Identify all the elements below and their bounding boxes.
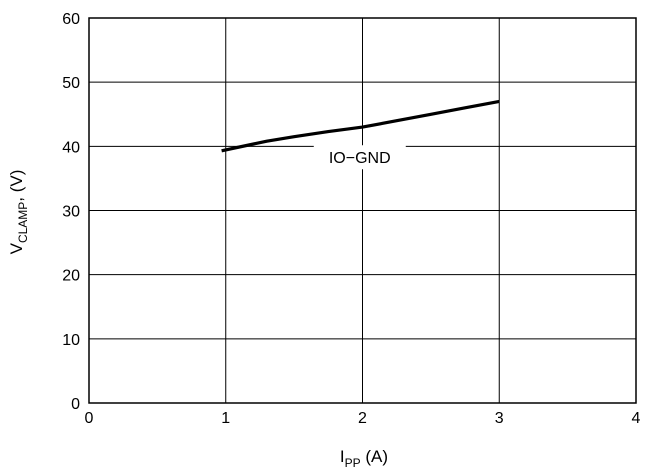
y-tick-label: 60 bbox=[62, 11, 80, 28]
x-tick-label: 1 bbox=[221, 410, 230, 427]
x-tick-label: 0 bbox=[85, 410, 94, 427]
y-axis-label-main: V bbox=[7, 242, 26, 254]
y-tick-labels: 0 10 20 30 40 50 60 bbox=[62, 11, 80, 413]
y-tick-label: 40 bbox=[62, 139, 80, 156]
x-tick-label: 4 bbox=[632, 410, 641, 427]
series-group bbox=[221, 99, 500, 153]
y-axis-label-unit: , (V) bbox=[7, 170, 26, 202]
y-tick-label: 0 bbox=[71, 396, 80, 413]
x-axis-label: IPP (A) bbox=[340, 447, 388, 470]
x-axis-label-sub: PP bbox=[345, 456, 361, 470]
y-tick-label: 20 bbox=[62, 268, 80, 285]
y-tick-label: 10 bbox=[62, 332, 80, 349]
x-tick-label: 3 bbox=[495, 410, 504, 427]
y-axis-label: VCLAMP, (V) bbox=[7, 170, 30, 255]
plot-frame bbox=[88, 17, 637, 404]
x-axis-label-unit: (A) bbox=[361, 447, 388, 466]
series-annotation-label: IO−GND bbox=[329, 150, 391, 167]
x-tick-labels: 0 1 2 3 4 bbox=[85, 410, 641, 427]
y-axis-label-sub: CLAMP bbox=[16, 202, 30, 243]
annotation-background bbox=[313, 145, 406, 170]
series-line bbox=[221, 99, 500, 153]
grid bbox=[89, 18, 636, 403]
annotations: IO−GND bbox=[313, 145, 406, 170]
x-axis-label-main: I bbox=[340, 447, 345, 466]
y-tick-label: 30 bbox=[62, 204, 80, 221]
x-tick-label: 2 bbox=[358, 410, 367, 427]
y-tick-label: 50 bbox=[62, 75, 80, 92]
